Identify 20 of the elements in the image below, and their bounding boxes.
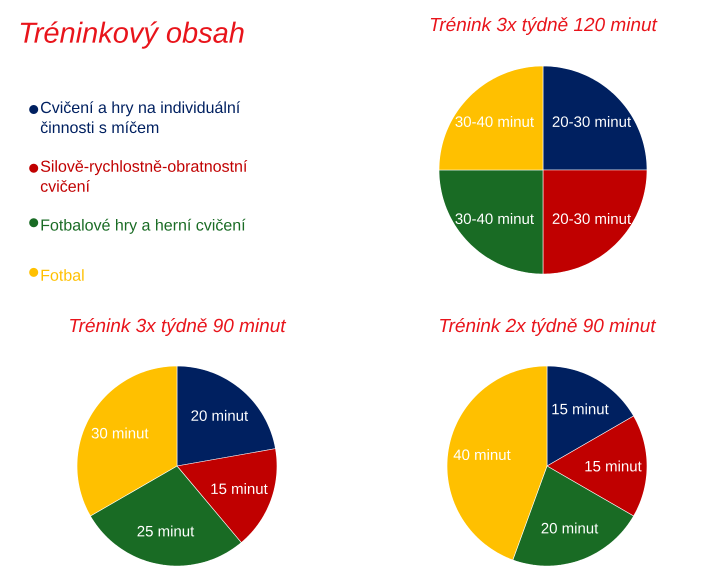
chart-title: Trénink 3x týdně 90 minut: [70, 318, 286, 336]
data-label: 20 minut: [542, 522, 598, 534]
data-label: 40 minut: [454, 449, 511, 460]
data-label: 30 minut: [92, 427, 148, 438]
chart-title: Trénink 3x týdně 120 minut: [430, 17, 658, 35]
data-label: 15 minut: [552, 403, 609, 414]
legend-title: Tréninkový obsah: [20, 21, 244, 49]
legend-label: Silově-rychlostně-obratnostní cvičení: [40, 160, 248, 192]
data-label: 30-40 minut: [455, 213, 534, 224]
data-label: 30-40 minut: [455, 116, 534, 127]
legend-label: Fotbal: [42, 269, 84, 281]
data-label: 15 minut: [211, 483, 268, 494]
data-label: 15 minut: [585, 460, 642, 472]
data-label: 20-30 minut: [552, 213, 632, 224]
legend-label: Fotbalové hry a herní cvičení: [42, 218, 246, 234]
data-label: 25 minut: [138, 525, 194, 536]
chart-title: Trénink 2x týdně 90 minut: [440, 318, 656, 336]
legend-label: Cvičení a hry na individuální činnosti s míčem: [40, 101, 240, 134]
data-label: 20-30 minut: [552, 116, 632, 127]
data-label: 20 minut: [191, 410, 248, 421]
